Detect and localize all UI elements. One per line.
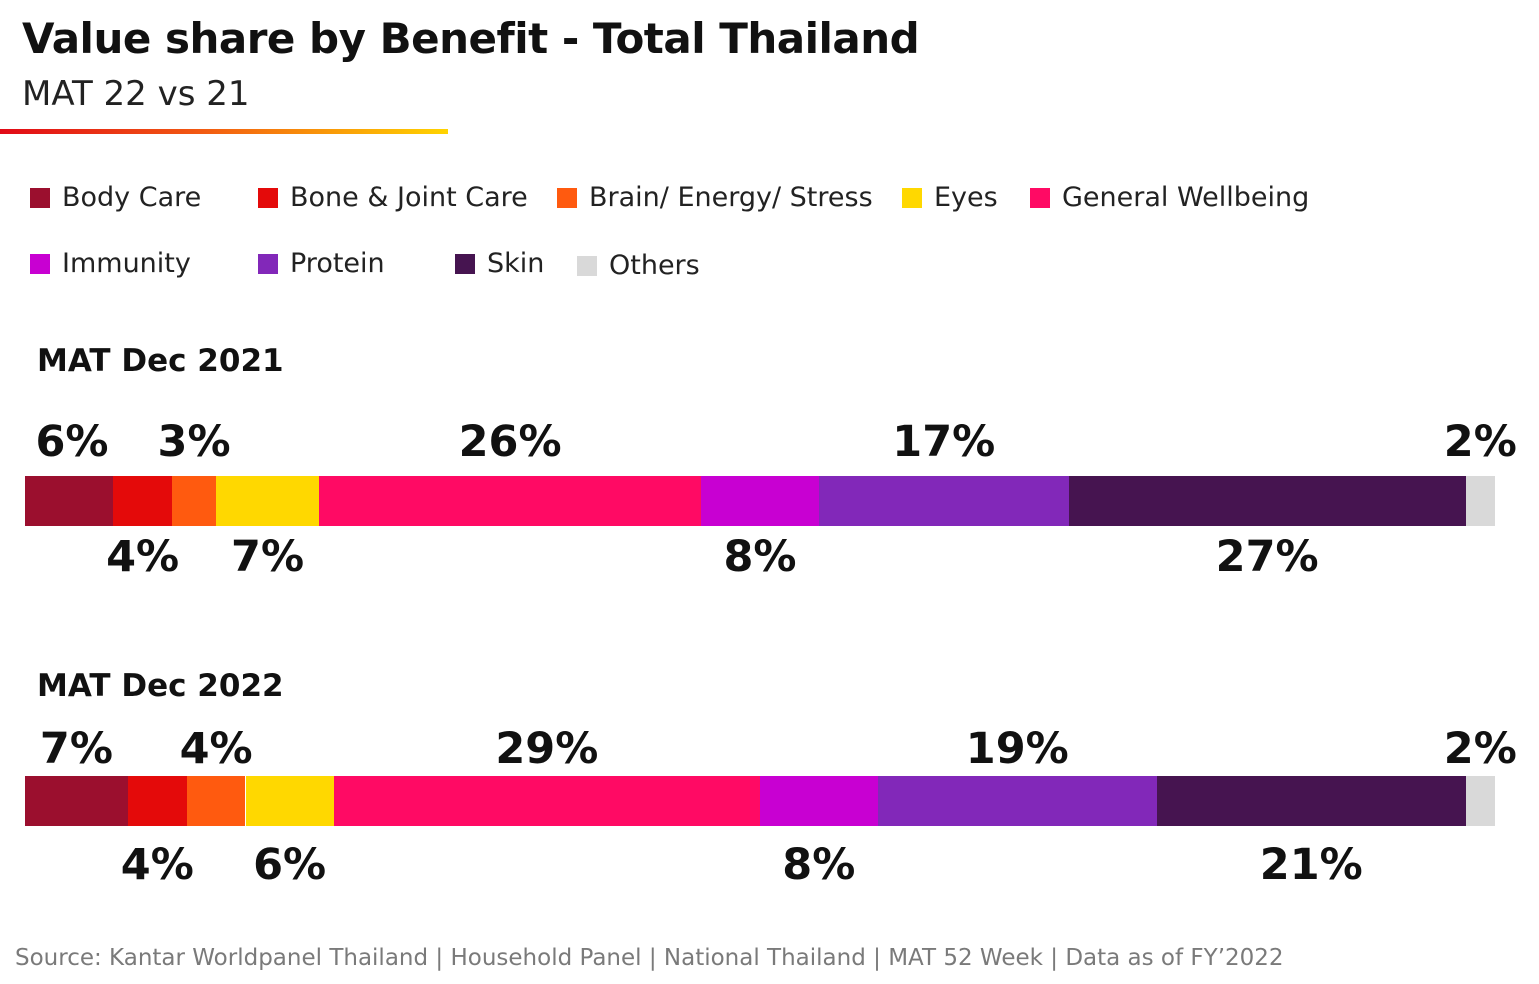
- stacked-bar-2021: [25, 476, 1495, 526]
- legend-item-skin: Skin: [455, 248, 544, 279]
- data-label: 6%: [35, 417, 109, 467]
- legend-label: Bone & Joint Care: [290, 182, 528, 213]
- legend-swatch: [258, 187, 278, 208]
- data-label: 26%: [458, 417, 562, 467]
- legend-swatch: [1030, 187, 1050, 208]
- chart-subtitle: MAT 22 vs 21: [22, 74, 250, 114]
- legend-item-body-care: Body Care: [30, 182, 201, 213]
- data-label: 7%: [39, 724, 113, 774]
- chart-title: Value share by Benefit - Total Thailand: [22, 14, 920, 63]
- period-label-2022: MAT Dec 2022: [37, 668, 284, 704]
- data-label: 29%: [495, 724, 599, 774]
- bar-segment-skin: [1068, 476, 1466, 526]
- legend-label: Brain/ Energy/ Stress: [589, 182, 873, 213]
- legend-item-immunity: Immunity: [30, 248, 191, 279]
- bar-segment-immunity: [701, 476, 819, 526]
- legend-swatch: [557, 187, 577, 208]
- legend-label: General Wellbeing: [1062, 182, 1310, 213]
- bar-segment-others: [1465, 776, 1495, 826]
- bar-segment-bone-joint-care: [127, 776, 187, 826]
- legend-item-others: Others: [577, 250, 700, 281]
- accent-divider: [0, 129, 448, 134]
- bar-segment-body-care: [25, 476, 114, 526]
- data-label: 21%: [1259, 840, 1363, 890]
- data-label: 6%: [253, 840, 327, 890]
- data-label: 4%: [120, 840, 194, 890]
- data-label: 8%: [782, 840, 856, 890]
- legend-item-general-wellbeing: General Wellbeing: [1030, 182, 1309, 213]
- legend-label: Protein: [290, 248, 385, 279]
- bar-segment-immunity: [760, 776, 878, 826]
- data-label: 3%: [157, 417, 231, 467]
- legend-swatch: [902, 187, 922, 208]
- bar-segment-brain-energy-stress: [186, 776, 246, 826]
- data-label: 19%: [965, 724, 1069, 774]
- legend-swatch: [30, 253, 50, 274]
- bar-segment-eyes: [216, 476, 319, 526]
- data-label: 2%: [1443, 724, 1517, 774]
- legend-label: Eyes: [934, 182, 998, 213]
- bar-segment-brain-energy-stress: [172, 476, 217, 526]
- data-label: 4%: [106, 532, 180, 582]
- data-label: 27%: [1215, 532, 1319, 582]
- legend-swatch: [455, 253, 475, 274]
- legend-label: Skin: [487, 248, 545, 279]
- bar-segment-skin: [1156, 776, 1466, 826]
- bar-segment-eyes: [245, 776, 334, 826]
- legend-item-bone-joint-care: Bone & Joint Care: [258, 182, 528, 213]
- legend-swatch: [577, 255, 597, 276]
- data-label: 7%: [231, 532, 305, 582]
- data-label: 4%: [179, 724, 253, 774]
- bar-segment-protein: [877, 776, 1157, 826]
- bar-segment-others: [1465, 476, 1495, 526]
- legend-label: Immunity: [62, 248, 191, 279]
- stacked-bar-2022: [25, 776, 1495, 826]
- bar-segment-general-wellbeing: [319, 476, 702, 526]
- data-label: 2%: [1443, 417, 1517, 467]
- legend-label: Body Care: [62, 182, 202, 213]
- legend-item-protein: Protein: [258, 248, 385, 279]
- bar-segment-general-wellbeing: [333, 776, 760, 826]
- data-label: 17%: [892, 417, 996, 467]
- data-label: 8%: [723, 532, 797, 582]
- bar-segment-protein: [818, 476, 1069, 526]
- source-note: Source: Kantar Worldpanel Thailand | Hou…: [15, 945, 1284, 971]
- legend-swatch: [258, 253, 278, 274]
- legend-swatch: [30, 187, 50, 208]
- period-label-2021: MAT Dec 2021: [37, 343, 284, 379]
- bar-segment-bone-joint-care: [113, 476, 172, 526]
- bar-segment-body-care: [25, 776, 128, 826]
- legend-item-eyes: Eyes: [902, 182, 998, 213]
- legend-label: Others: [609, 250, 700, 281]
- legend-item-brain-energy-stress: Brain/ Energy/ Stress: [557, 182, 873, 213]
